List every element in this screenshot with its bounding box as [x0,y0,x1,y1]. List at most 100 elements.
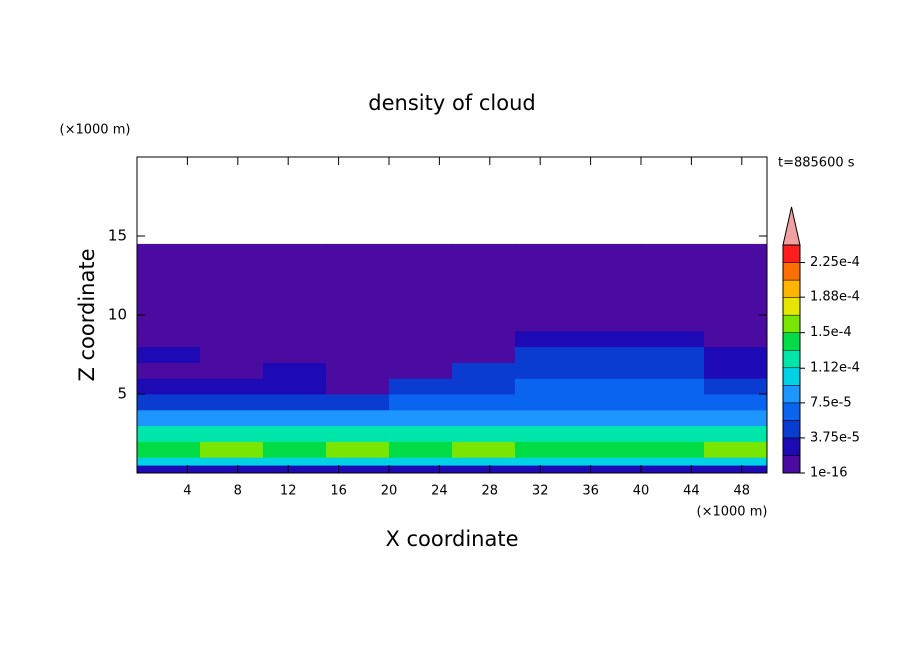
contour-cell [515,394,579,411]
contour-cell [200,330,264,348]
contour-cell [200,441,264,458]
contour-cell [389,243,453,332]
colorbar-tick-label: 7.5e-5 [810,395,852,410]
contour-cell [578,457,642,466]
y-unit: (×1000 m) [60,123,131,138]
x-tick-label: 16 [330,484,347,499]
contour-cell [263,425,327,442]
contour-cell [326,457,390,466]
colorbar-band [782,437,801,456]
contour-cell [389,465,453,474]
contour-cell [200,346,264,363]
contour-cell [137,394,201,411]
contour-cell [137,330,201,348]
x-tick-label: 40 [633,484,650,499]
x-tick-label: 4 [183,484,191,499]
contour-cell [641,378,705,395]
x-tick-label: 20 [381,484,398,499]
contour-cell [578,330,642,348]
colorbar-band [782,402,801,421]
contour-cell [137,465,201,474]
contour-cell [641,346,705,363]
contour-cell [578,409,642,427]
contour-cell [641,243,705,332]
contour-cell [452,394,516,411]
contour-cell [578,394,642,411]
contour-cell [578,378,642,395]
contour-cell [641,362,705,379]
contour-cell [200,465,264,474]
contour-cell [578,362,642,379]
time-label: t=885600 s [778,156,855,171]
contour-cell [263,378,327,395]
contour-cell [704,362,768,379]
contour-cell [515,378,579,395]
contour-cell [389,441,453,458]
contour-cell [578,441,642,458]
contour-cell [389,362,453,379]
contour-cell [452,441,516,458]
colorbar-band [782,349,801,369]
contour-cell [515,330,579,348]
colorbar-tick-label: 1.12e-4 [810,361,860,376]
x-tick-label: 12 [280,484,297,499]
contour-cell [200,425,264,442]
contour-cell [137,425,201,442]
x-tick-label: 24 [431,484,448,499]
contour-cell [452,243,516,332]
colorbar-band [782,279,801,298]
contour-cell [452,465,516,474]
x-unit: (×1000 m) [697,505,768,520]
colorbar-band [782,420,801,439]
contour-cell [452,330,516,348]
contour-cell [200,394,264,411]
contour-cell [641,394,705,411]
contour-cell [200,378,264,395]
contour-cell [137,362,201,379]
contour-cell [326,243,390,332]
contour-cell [704,346,768,363]
chart-title: density of cloud [368,91,535,115]
contour-cell [389,457,453,466]
contour-cell [704,409,768,427]
contour-cell [200,457,264,466]
contour-cell [452,457,516,466]
contour-cell [326,441,390,458]
contour-cell [326,409,390,427]
contour-cell [200,409,264,427]
contour-cell [515,465,579,474]
contour-cell [515,425,579,442]
contour-cell [704,441,768,458]
colorbar-band [782,385,801,404]
contour-cell [704,330,768,348]
contour-cell [263,362,327,379]
contour-cell [515,362,579,379]
colorbar-band [782,262,801,281]
contour-cell [578,346,642,363]
contour-cell [515,243,579,332]
x-axis-label: X coordinate [385,527,518,551]
contour-cell [200,362,264,379]
contour-cell [137,409,201,427]
contour-cell [641,330,705,348]
contour-cell [641,465,705,474]
contour-cell [578,243,642,332]
contour-cell [263,441,327,458]
contour-cell [389,330,453,348]
y-axis-label: Z coordinate [75,248,99,381]
contour-cell [515,409,579,427]
contour-cell [452,425,516,442]
contour-cell [137,378,201,395]
contour-cell [137,243,201,332]
x-tick-label: 32 [532,484,549,499]
x-tick-label: 44 [683,484,700,499]
y-tick-label: 5 [117,385,127,403]
colorbar-tick-label: 1e-16 [810,466,848,481]
contour-cell [641,425,705,442]
contour-cell [263,457,327,466]
contour-cell [263,465,327,474]
contour-field [137,243,768,474]
contour-cell [200,243,264,332]
colorbar-tick-label: 1.5e-4 [810,325,852,340]
contour-cell [326,465,390,474]
